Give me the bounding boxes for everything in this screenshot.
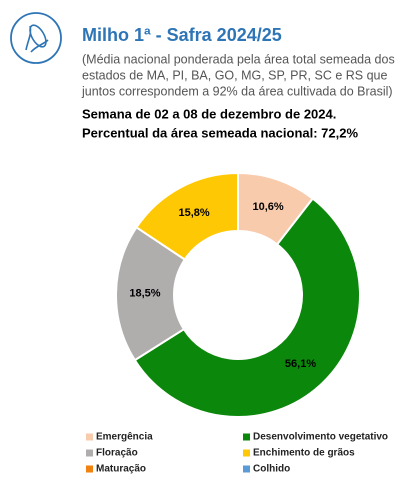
subtitle: (Média nacional ponderada pela área tota…	[82, 52, 395, 66]
planted-share: Percentual da área semeada nacional: 72,…	[82, 125, 358, 140]
legend-swatch	[86, 433, 93, 441]
legend-label: Maturação	[96, 464, 146, 475]
donut-slice	[135, 171, 239, 261]
legend-label: Colhido	[253, 464, 290, 475]
donut-slice	[133, 197, 361, 418]
legend-swatch	[243, 433, 250, 441]
legend-swatch	[86, 449, 93, 457]
week: Semana de 02 a 08 de dezembro de 2024.	[82, 106, 336, 121]
chart-title: Milho 1ª - Safra 2024/25	[82, 25, 282, 45]
legend-swatch	[243, 449, 250, 457]
data-label: 15,8%	[179, 207, 210, 219]
subtitle: estados de MA, PI, BA, GO, MG, SP, PR, S…	[82, 68, 387, 82]
data-label: 56,1%	[285, 358, 316, 370]
legend-label: Enchimento de grãos	[253, 448, 355, 459]
legend-label: Desenvolvimento vegetativo	[253, 432, 388, 443]
data-label: 18,5%	[129, 288, 160, 300]
subtitle: juntos correspondem a 92% da área cultiv…	[81, 84, 393, 98]
legend-swatch	[86, 465, 93, 473]
legend-label: Floração	[96, 448, 138, 459]
corn-icon	[10, 12, 62, 64]
data-label: 10,6%	[253, 201, 284, 213]
legend-label: Emergência	[96, 432, 153, 443]
legend-swatch	[243, 465, 250, 473]
